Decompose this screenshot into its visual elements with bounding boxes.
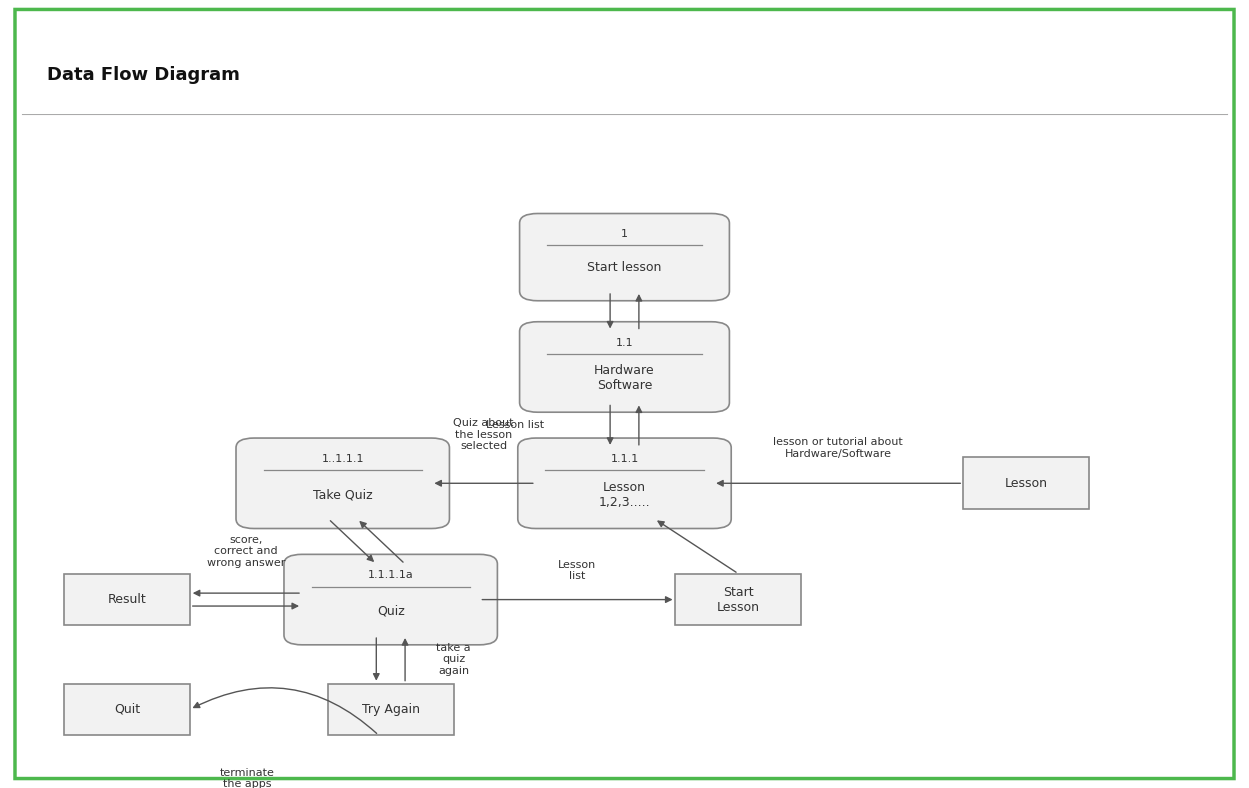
Text: Hardware
Software: Hardware Software <box>595 364 654 392</box>
FancyBboxPatch shape <box>520 214 729 301</box>
Text: Start lesson: Start lesson <box>587 262 662 274</box>
FancyBboxPatch shape <box>284 555 497 645</box>
Text: Take Quiz: Take Quiz <box>313 488 372 501</box>
Text: Lesson
list: Lesson list <box>558 559 597 582</box>
Bar <box>64 574 190 626</box>
Text: 1.1: 1.1 <box>616 338 633 348</box>
Text: 1: 1 <box>621 229 628 239</box>
Text: 1.1.1.1a: 1.1.1.1a <box>367 571 413 581</box>
Text: Start
Lesson: Start Lesson <box>717 585 759 614</box>
Bar <box>64 684 190 735</box>
Text: terminate
the apps: terminate the apps <box>220 768 275 788</box>
Text: Lesson list: Lesson list <box>486 420 545 430</box>
Text: take a
quiz
again: take a quiz again <box>436 643 471 676</box>
FancyBboxPatch shape <box>236 438 450 529</box>
Text: Quiz about
the lesson
selected: Quiz about the lesson selected <box>453 418 513 452</box>
Text: Result: Result <box>107 593 146 606</box>
Text: Lesson
1,2,3.....: Lesson 1,2,3..... <box>598 481 651 508</box>
Text: Lesson: Lesson <box>1004 477 1048 490</box>
Text: Data Flow Diagram: Data Flow Diagram <box>47 66 240 84</box>
Bar <box>327 684 453 735</box>
Text: Try Again: Try Again <box>362 703 420 716</box>
Text: 1.1.1: 1.1.1 <box>611 454 638 464</box>
Bar <box>676 574 802 626</box>
Text: Quit: Quit <box>114 703 140 716</box>
Text: lesson or tutorial about
Hardware/Software: lesson or tutorial about Hardware/Softwa… <box>773 437 903 459</box>
FancyBboxPatch shape <box>520 322 729 412</box>
FancyBboxPatch shape <box>518 438 731 529</box>
Bar <box>963 457 1089 509</box>
Text: Quiz: Quiz <box>377 604 405 618</box>
Text: 1..1.1.1: 1..1.1.1 <box>321 454 363 464</box>
Text: score,
correct and
wrong answer: score, correct and wrong answer <box>207 534 285 567</box>
